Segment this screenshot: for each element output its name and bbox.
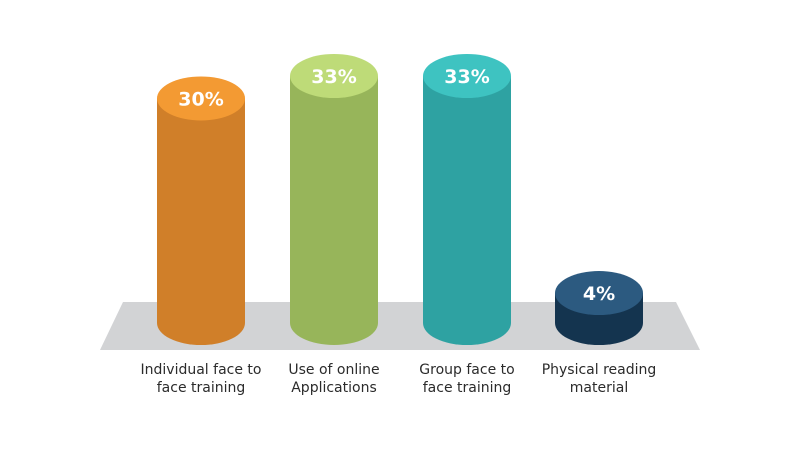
bar-top-1 bbox=[157, 76, 245, 121]
category-label-2: Use of online Applications bbox=[288, 362, 379, 396]
category-label-line: face training bbox=[423, 380, 512, 396]
data-label-4: 4% bbox=[583, 283, 615, 305]
bar-top-2 bbox=[290, 54, 378, 98]
category-labels-group: Individual face to face training Use of on… bbox=[141, 362, 657, 396]
category-label-line: Individual face to bbox=[141, 362, 262, 378]
category-label-line: Applications bbox=[291, 380, 377, 396]
bar-1: 30% bbox=[157, 76, 245, 345]
bar-body-1 bbox=[157, 98, 245, 345]
bar-2: 33% bbox=[290, 54, 378, 345]
category-label-line: material bbox=[570, 380, 628, 396]
data-label-1: 30% bbox=[178, 88, 223, 110]
data-label-3: 33% bbox=[444, 66, 489, 88]
bar-4: 4% bbox=[555, 271, 643, 345]
bar-3: 33% bbox=[423, 54, 511, 345]
category-label-4: Physical reading material bbox=[542, 362, 657, 396]
category-label-line: Physical reading bbox=[542, 362, 657, 378]
category-label-line: Use of online bbox=[288, 362, 379, 378]
category-label-3: Group face to face training bbox=[419, 362, 514, 396]
data-label-2: 33% bbox=[311, 66, 356, 88]
category-label-line: face training bbox=[157, 380, 246, 396]
bar-body-2 bbox=[290, 76, 378, 345]
bar-top-3 bbox=[423, 54, 511, 98]
category-label-line: Group face to bbox=[419, 362, 514, 378]
bar-body-3 bbox=[423, 76, 511, 345]
category-label-1: Individual face to face training bbox=[141, 362, 262, 396]
bars-group: 30% 33% 33% 4% bbox=[157, 54, 643, 345]
bar-top-4 bbox=[555, 271, 643, 316]
chart-platform bbox=[100, 302, 700, 350]
